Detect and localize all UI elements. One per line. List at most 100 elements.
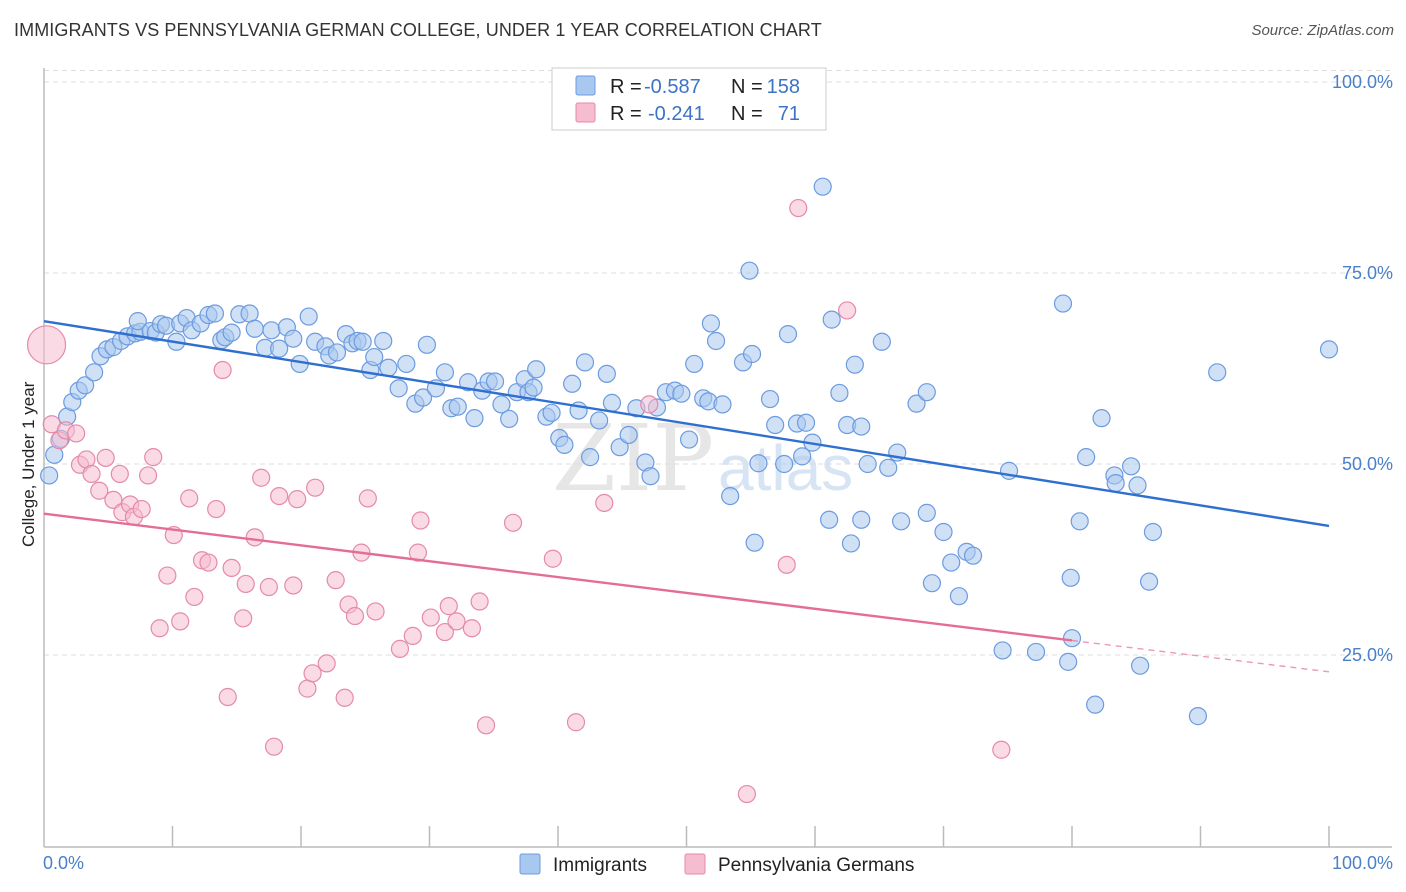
- point-immigrants-117: [830, 383, 849, 403]
- point-pennsylvania-germans-7: [82, 464, 101, 484]
- point-immigrants-51: [379, 358, 398, 377]
- point-pennsylvania-germans-29: [222, 558, 241, 578]
- point-immigrants-39: [299, 307, 318, 326]
- point-immigrants-152: [1131, 656, 1150, 675]
- point-immigrants-34: [262, 321, 281, 340]
- point-immigrants-79: [575, 353, 595, 372]
- point-pennsylvania-germans-32: [245, 528, 264, 547]
- point-immigrants-26: [205, 304, 225, 323]
- watermark-zip: ZIP: [552, 405, 714, 512]
- point-immigrants-82: [597, 364, 616, 383]
- point-immigrants-98: [706, 331, 726, 351]
- y-tick-label-75: 75.0%: [1342, 263, 1393, 283]
- point-immigrants-115: [820, 510, 839, 529]
- point-immigrants-114: [813, 177, 832, 196]
- point-immigrants-102: [740, 261, 759, 280]
- y-tick-label-100: 100.0%: [1332, 72, 1393, 92]
- point-pennsylvania-germans-49: [366, 602, 385, 621]
- point-pennsylvania-germans-34: [259, 577, 278, 597]
- point-pennsylvania-germans-4: [67, 424, 86, 443]
- point-pennsylvania-germans-37: [284, 576, 303, 595]
- point-pennsylvania-germans-46: [345, 606, 365, 626]
- y-tick-label-50: 50.0%: [1342, 454, 1393, 474]
- point-pennsylvania-germans-41: [306, 478, 325, 497]
- point-immigrants-106: [760, 389, 780, 409]
- point-immigrants-67: [500, 409, 519, 429]
- point-pennsylvania-germans-69: [838, 301, 857, 320]
- point-pennsylvania-germans-62: [543, 549, 562, 568]
- point-immigrants-108: [775, 454, 794, 474]
- point-immigrants-52: [389, 379, 408, 398]
- point-pennsylvania-germans-50: [390, 639, 410, 658]
- stats-legend-box: [551, 67, 827, 131]
- point-immigrants-122: [852, 417, 871, 436]
- point-immigrants-0: [40, 466, 59, 485]
- series-legend-swatch-pennsylvania-germans: [684, 853, 706, 875]
- point-immigrants-131: [917, 503, 936, 522]
- point-immigrants-121: [852, 510, 871, 529]
- point-immigrants-99: [713, 395, 732, 414]
- point-immigrants-105: [745, 533, 764, 552]
- point-pennsylvania-germans-57: [447, 612, 466, 631]
- point-immigrants-157: [1319, 340, 1339, 359]
- point-immigrants-76: [555, 435, 574, 454]
- point-immigrants-141: [1059, 652, 1078, 671]
- point-immigrants-129: [917, 383, 936, 402]
- point-immigrants-84: [610, 438, 629, 457]
- trend-lines: [43, 319, 1330, 673]
- point-pennsylvania-germans-60: [476, 716, 496, 735]
- point-pennsylvania-germans-58: [462, 619, 482, 638]
- point-immigrants-103: [742, 344, 762, 364]
- point-immigrants-128: [907, 394, 926, 413]
- trend-line-immigrants: [43, 319, 1330, 528]
- point-immigrants-97: [701, 314, 721, 333]
- point-immigrants-74: [542, 403, 561, 422]
- point-immigrants-65: [485, 372, 505, 391]
- point-pennsylvania-germans-31: [236, 574, 255, 594]
- point-immigrants-35: [270, 339, 289, 358]
- point-immigrants-56: [417, 335, 437, 354]
- point-pennsylvania-germans-15: [132, 499, 151, 519]
- point-pennsylvania-germans-17: [144, 448, 163, 467]
- point-immigrants-55: [413, 388, 433, 407]
- point-pennsylvania-germans-48: [358, 489, 377, 508]
- point-immigrants-142: [1061, 568, 1080, 587]
- legend-r-label-pennsylvania-germans: R =: [610, 103, 642, 125]
- point-immigrants-123: [858, 454, 877, 474]
- x-tick-label-0: 0.0%: [43, 853, 84, 873]
- point-immigrants-150: [1122, 457, 1141, 476]
- point-immigrants-130: [922, 574, 942, 593]
- legend-n-label-pennsylvania-germans: N =: [731, 103, 763, 125]
- x-tick-label-100: 100.0%: [1332, 853, 1393, 873]
- point-pennsylvania-germans-43: [326, 571, 345, 590]
- legend-r-label-immigrants: R =: [610, 76, 642, 98]
- point-pennsylvania-germans-63: [566, 713, 586, 732]
- point-immigrants-85: [619, 425, 638, 445]
- gridlines: [44, 70, 1392, 656]
- point-immigrants-61: [458, 373, 478, 392]
- point-immigrants-7: [85, 363, 104, 382]
- point-immigrants-107: [766, 415, 785, 435]
- point-pennsylvania-germans-26: [207, 499, 226, 519]
- point-immigrants-134: [949, 587, 969, 606]
- point-immigrants-66: [492, 395, 511, 414]
- point-immigrants-145: [1077, 448, 1096, 467]
- point-immigrants-80: [581, 448, 600, 467]
- point-pennsylvania-germans-61: [503, 513, 523, 532]
- point-immigrants-72: [527, 360, 546, 379]
- point-immigrants-149: [1106, 474, 1125, 493]
- point-immigrants-83: [602, 393, 622, 412]
- point-immigrants-127: [891, 512, 911, 531]
- point-pennsylvania-germans-33: [252, 468, 271, 487]
- series-legend-label-immigrants: Immigrants: [553, 855, 647, 876]
- point-immigrants-60: [448, 397, 467, 416]
- point-pennsylvania-germans-38: [288, 490, 307, 509]
- point-immigrants-81: [590, 411, 609, 430]
- y-axis-title: College, Under 1 year: [19, 381, 38, 547]
- point-immigrants-43: [327, 343, 347, 362]
- trend-line-extension-pennsylvania-germans: [1071, 639, 1330, 673]
- point-immigrants-151: [1128, 476, 1147, 495]
- point-pennsylvania-germans-23: [185, 587, 204, 607]
- legend-r-value-immigrants: -0.587: [644, 76, 701, 98]
- point-immigrants-136: [963, 546, 983, 565]
